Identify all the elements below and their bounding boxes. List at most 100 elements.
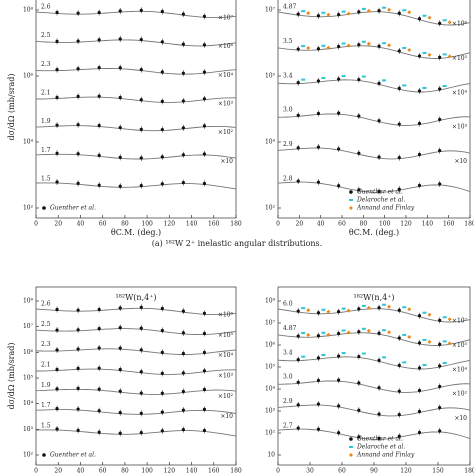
model-curve <box>277 45 471 59</box>
data-point <box>326 45 331 50</box>
data-point <box>341 42 346 45</box>
data-point <box>321 76 326 79</box>
x-tick-label: 90 <box>370 468 378 474</box>
data-point <box>387 7 392 12</box>
data-point <box>321 44 326 47</box>
legend-marker <box>348 206 353 210</box>
data-point <box>361 7 366 10</box>
x-tick-label: 40 <box>317 221 325 228</box>
x-tick-label: 150 <box>432 468 444 474</box>
model-curve <box>277 428 471 440</box>
y-axis-label: dσ/dΩ (mb/srad) <box>7 73 16 140</box>
data-point <box>442 85 447 88</box>
data-point <box>427 52 432 57</box>
scale-label: ×10³ <box>218 373 234 380</box>
x-axis-label: θC.M. (deg.) <box>349 228 399 237</box>
data-point <box>346 308 351 313</box>
scale-label: ×10³ <box>218 101 234 108</box>
data-point <box>321 331 326 334</box>
x-tick-label: 180 <box>464 221 474 228</box>
scale-label: ×10⁴ <box>218 352 234 359</box>
data-point <box>382 329 387 332</box>
model-curve <box>35 409 237 415</box>
energy-label: 2.1 <box>41 362 51 369</box>
energy-label: 2.5 <box>41 321 51 328</box>
energy-label: 3.0 <box>283 374 293 381</box>
data-point <box>301 307 306 310</box>
y-tick-label: 10⁸ <box>265 298 276 305</box>
scale-label: ×10⁴ <box>452 366 468 373</box>
scale-label: ×10² <box>452 391 468 398</box>
model-curve <box>277 79 471 93</box>
data-point <box>422 311 427 314</box>
model-curve <box>35 10 237 19</box>
data-point <box>422 86 427 89</box>
y-tick-label: 10⁶ <box>23 349 34 356</box>
x-tick-label: 20 <box>54 468 62 474</box>
scale-label: ×10⁷ <box>452 318 468 325</box>
x-tick-label: 20 <box>54 221 62 228</box>
legend-marker <box>348 453 353 457</box>
data-point <box>361 327 366 330</box>
data-point <box>366 8 371 13</box>
legend-marker <box>348 446 353 448</box>
data-point <box>306 308 311 313</box>
data-point <box>326 12 331 17</box>
data-point <box>402 84 407 87</box>
data-point <box>301 332 306 335</box>
energy-label: 2.7 <box>283 423 293 430</box>
y-tick-label: 10⁷ <box>265 320 276 327</box>
panel-frame <box>277 0 471 219</box>
y-tick-label: 10² <box>265 205 276 212</box>
model-curve <box>277 11 471 26</box>
panel-frame <box>35 286 237 466</box>
x-tick-label: 100 <box>141 221 153 228</box>
data-point <box>301 10 306 13</box>
model-curve <box>277 113 471 126</box>
data-point <box>427 15 432 20</box>
energy-label: 6.0 <box>283 301 293 308</box>
legend-marker <box>42 453 46 457</box>
y-tick-label: 10⁴ <box>23 139 34 146</box>
y-tick-label: 10⁷ <box>265 7 276 14</box>
data-point <box>306 333 311 338</box>
legend-label: Delaroche et al. <box>356 197 405 204</box>
data-point <box>402 306 407 309</box>
energy-label: 3.4 <box>283 349 293 356</box>
x-tick-label: 20 <box>296 221 304 228</box>
legend-label: Guenther et al. <box>50 452 96 459</box>
energy-label: 2.3 <box>41 61 51 68</box>
data-point <box>382 42 387 45</box>
x-tick-label: 160 <box>208 221 220 228</box>
scale-label: ×10⁷ <box>218 15 234 22</box>
model-curve <box>277 147 471 160</box>
data-point <box>341 307 346 310</box>
scale-label: ×10 <box>220 158 233 165</box>
energy-label: 1.9 <box>41 118 51 125</box>
legend-marker <box>349 437 353 441</box>
x-tick-label: 0 <box>34 468 38 474</box>
data-point <box>442 316 447 319</box>
energy-label: 2.6 <box>41 301 51 308</box>
x-tick-label: 40 <box>77 221 85 228</box>
y-tick-label: 10⁵ <box>265 364 276 371</box>
scale-label: ×10⁵ <box>452 342 468 349</box>
data-point <box>361 75 366 78</box>
data-point <box>366 328 371 333</box>
x-tick-label: 60 <box>99 468 107 474</box>
model-curve <box>277 181 471 193</box>
energy-label: 2.9 <box>283 141 293 148</box>
x-tick-label: 120 <box>164 468 176 474</box>
data-point <box>402 361 407 364</box>
data-point <box>402 9 407 12</box>
legend-label: Guenther et al. <box>357 189 403 196</box>
data-point <box>366 41 371 46</box>
data-point <box>407 307 412 312</box>
data-point <box>366 305 371 310</box>
data-point <box>321 308 326 311</box>
data-point <box>402 333 407 336</box>
model-curve <box>35 307 237 316</box>
energy-label: 4.87 <box>283 325 297 332</box>
data-point <box>326 332 331 337</box>
energy-label: 2.3 <box>41 341 51 348</box>
